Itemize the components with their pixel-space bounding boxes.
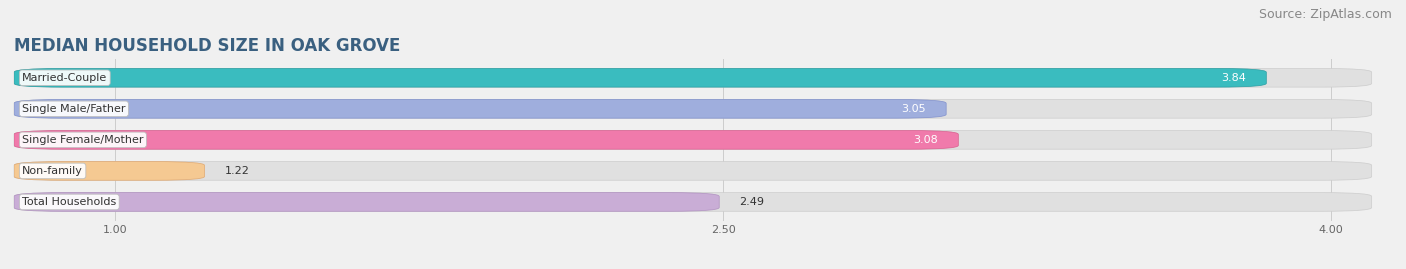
FancyBboxPatch shape — [14, 100, 1372, 118]
FancyBboxPatch shape — [14, 130, 1372, 149]
Text: 1.22: 1.22 — [225, 166, 250, 176]
Text: 3.08: 3.08 — [914, 135, 938, 145]
Text: Single Female/Mother: Single Female/Mother — [22, 135, 143, 145]
FancyBboxPatch shape — [14, 69, 1267, 87]
FancyBboxPatch shape — [14, 100, 946, 118]
FancyBboxPatch shape — [14, 162, 1372, 180]
Text: Married-Couple: Married-Couple — [22, 73, 107, 83]
FancyBboxPatch shape — [14, 162, 204, 180]
Text: Total Households: Total Households — [22, 197, 117, 207]
FancyBboxPatch shape — [14, 130, 959, 149]
Text: Single Male/Father: Single Male/Father — [22, 104, 125, 114]
FancyBboxPatch shape — [14, 69, 1372, 87]
FancyBboxPatch shape — [14, 193, 1372, 211]
Text: 2.49: 2.49 — [740, 197, 765, 207]
Text: MEDIAN HOUSEHOLD SIZE IN OAK GROVE: MEDIAN HOUSEHOLD SIZE IN OAK GROVE — [14, 37, 401, 55]
Text: 3.84: 3.84 — [1222, 73, 1246, 83]
Text: Non-family: Non-family — [22, 166, 83, 176]
Text: Source: ZipAtlas.com: Source: ZipAtlas.com — [1258, 8, 1392, 21]
FancyBboxPatch shape — [14, 193, 720, 211]
Text: 3.05: 3.05 — [901, 104, 927, 114]
